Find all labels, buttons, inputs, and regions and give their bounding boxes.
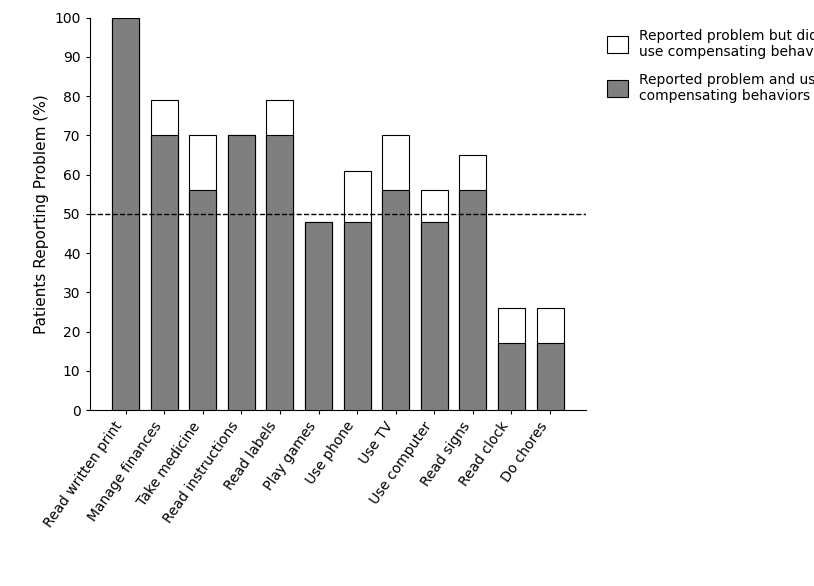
Bar <box>151 100 177 410</box>
Bar <box>383 135 409 410</box>
Bar <box>459 190 486 410</box>
Bar <box>112 18 139 410</box>
Bar <box>190 135 217 410</box>
Bar <box>498 343 525 410</box>
Bar <box>421 190 448 410</box>
Bar <box>459 155 486 410</box>
Bar <box>344 222 370 410</box>
Y-axis label: Patients Reporting Problem (%): Patients Reporting Problem (%) <box>33 94 49 334</box>
Bar <box>228 135 255 410</box>
Bar <box>266 135 293 410</box>
Bar <box>228 135 255 410</box>
Bar <box>151 135 177 410</box>
Bar <box>498 308 525 410</box>
Bar <box>305 222 332 410</box>
Bar <box>266 100 293 410</box>
Bar <box>112 18 139 410</box>
Bar <box>305 222 332 410</box>
Bar <box>190 190 217 410</box>
Bar <box>536 308 563 410</box>
Bar <box>421 222 448 410</box>
Bar <box>536 343 563 410</box>
Bar <box>344 171 370 410</box>
Legend: Reported problem but did not
use compensating behaviors, Reported problem and us: Reported problem but did not use compens… <box>603 25 814 107</box>
Bar <box>383 190 409 410</box>
